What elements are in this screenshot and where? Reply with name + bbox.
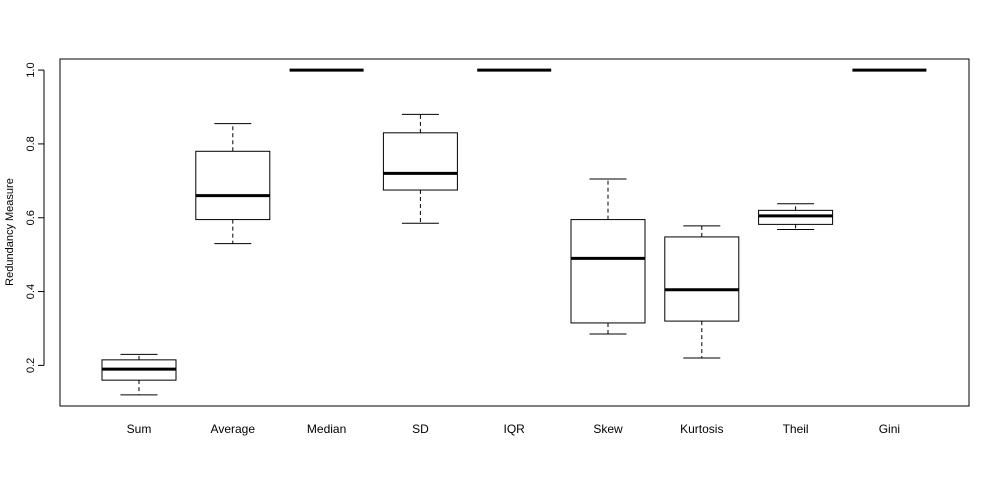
x-tick-label: Sum [127,422,152,436]
x-axis: Sum Average Median SD IQR Skew Kurtosis Theil Gi… [127,422,900,436]
y-axis-label: Redundancy Measure [4,178,16,286]
y-axis: 0.2 0.4 0.6 0.8 1.0 [25,62,45,373]
x-tick-label: Kurtosis [680,422,723,436]
box-theil [758,203,834,231]
box-body [382,132,458,191]
y-tick-label: 1.0 [25,62,37,77]
x-tick-label: Average [211,422,256,436]
y-tick-label: 0.4 [25,284,37,299]
boxes-layer [101,68,927,396]
box-body [664,236,740,322]
box-body [570,219,646,324]
box-average [195,123,271,245]
x-tick-label: IQR [504,422,526,436]
plot-frame [59,58,970,407]
x-tick-label: Skew [593,422,623,436]
box-skew [570,178,646,335]
y-tick-label: 0.6 [25,210,37,225]
x-tick-label: SD [412,422,429,436]
box-sd [382,113,458,224]
x-tick-label: Gini [879,422,900,436]
box-kurtosis [664,225,740,359]
y-tick-label: 0.2 [25,358,37,373]
y-tick-label: 0.8 [25,136,37,151]
box-sum [101,353,177,396]
box-body [195,150,271,221]
x-tick-label: Median [307,422,346,436]
x-tick-label: Theil [783,422,809,436]
